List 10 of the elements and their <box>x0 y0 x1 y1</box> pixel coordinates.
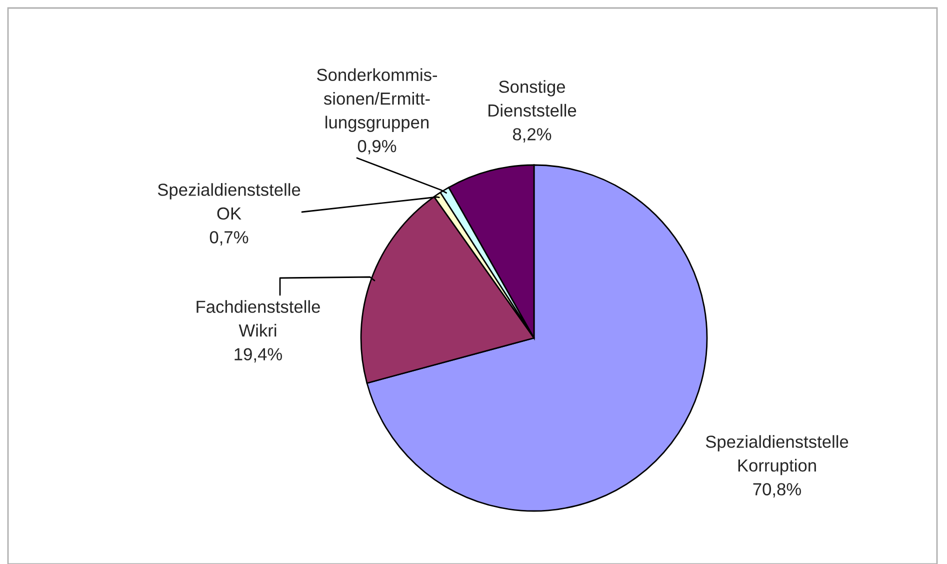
data-label: 70,8% <box>753 483 801 498</box>
slice-label: Sonstige Dienststelle <box>488 80 576 117</box>
data-label: 0,7% <box>210 231 248 246</box>
slice-label: Spezialdienststelle Korruption <box>706 435 848 476</box>
slice-label: Sonderkommis- sionen/Ermitt- lungsgruppen <box>317 68 438 132</box>
data-label: 8,2% <box>512 128 552 142</box>
slice-label: Fachdienststelle Wikri <box>196 300 320 336</box>
data-label: 0,9% <box>358 140 396 154</box>
slice-label: Spezialdienststelle OK <box>158 183 300 220</box>
data-label: 19,4% <box>234 348 282 362</box>
